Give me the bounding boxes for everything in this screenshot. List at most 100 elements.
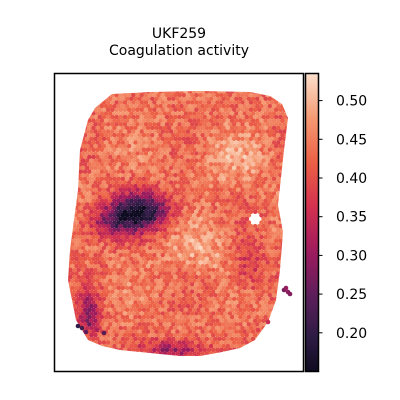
spot xyxy=(173,303,178,309)
spot xyxy=(238,278,243,284)
spot xyxy=(200,154,205,160)
spot xyxy=(124,351,130,356)
spot xyxy=(74,271,79,276)
spot xyxy=(189,165,195,171)
spot xyxy=(273,333,279,338)
spot xyxy=(185,173,191,178)
spot xyxy=(208,154,214,160)
spot xyxy=(240,238,245,244)
spot xyxy=(182,86,187,91)
spot xyxy=(246,263,252,269)
spot xyxy=(196,300,201,305)
spot xyxy=(240,274,245,280)
spot xyxy=(97,223,103,229)
spot xyxy=(225,314,231,320)
spot xyxy=(273,347,279,353)
spot xyxy=(246,322,252,327)
spot xyxy=(141,293,147,298)
spot xyxy=(284,205,288,211)
spot xyxy=(192,314,197,320)
spot xyxy=(200,111,205,116)
spot xyxy=(213,125,218,131)
spot xyxy=(166,336,172,342)
spot xyxy=(82,154,88,160)
spot xyxy=(173,100,178,105)
spot xyxy=(286,100,288,105)
spot xyxy=(213,205,218,211)
spot xyxy=(259,285,264,291)
spot xyxy=(240,354,245,356)
spot xyxy=(133,351,138,356)
spot xyxy=(215,296,220,302)
spot xyxy=(164,202,170,207)
spot xyxy=(217,205,222,211)
spot xyxy=(215,289,220,295)
spot xyxy=(160,158,166,163)
spot xyxy=(147,231,153,236)
spot xyxy=(105,274,111,280)
spot xyxy=(97,318,103,324)
spot xyxy=(198,216,203,222)
spot xyxy=(122,151,128,156)
spot xyxy=(204,176,210,182)
spot xyxy=(72,289,77,295)
spot xyxy=(162,191,168,196)
spot xyxy=(103,220,109,225)
spot xyxy=(186,86,191,91)
spot xyxy=(177,238,182,244)
spot xyxy=(194,86,199,91)
spot xyxy=(120,234,126,240)
spot xyxy=(147,122,153,127)
spot xyxy=(85,86,90,91)
spot xyxy=(286,216,288,222)
spot xyxy=(95,154,100,160)
spot xyxy=(231,136,237,142)
spot xyxy=(250,133,256,138)
spot xyxy=(183,125,189,131)
spot xyxy=(208,162,214,167)
spot xyxy=(82,111,88,116)
spot xyxy=(202,333,208,338)
spot xyxy=(286,173,288,178)
spot xyxy=(173,333,178,338)
spot xyxy=(126,100,132,105)
spot xyxy=(154,220,159,225)
spot xyxy=(93,303,98,309)
spot xyxy=(171,249,176,254)
spot xyxy=(114,129,119,134)
spot xyxy=(189,143,195,149)
spot xyxy=(141,227,147,233)
spot xyxy=(93,165,98,171)
spot xyxy=(265,296,271,302)
spot xyxy=(269,296,275,302)
spot xyxy=(150,220,155,225)
spot xyxy=(202,340,208,345)
spot xyxy=(97,238,103,244)
spot xyxy=(150,242,155,247)
spot xyxy=(68,343,71,349)
spot xyxy=(156,209,161,214)
spot xyxy=(112,285,117,291)
spot xyxy=(225,147,231,153)
spot xyxy=(93,158,98,163)
spot xyxy=(126,107,132,113)
spot xyxy=(70,343,75,349)
spot xyxy=(116,162,121,167)
spot xyxy=(74,140,79,145)
spot xyxy=(181,238,187,244)
spot xyxy=(204,263,210,269)
spot xyxy=(129,336,134,342)
spot xyxy=(129,162,134,167)
spot xyxy=(250,140,256,145)
spot xyxy=(168,114,174,120)
spot xyxy=(141,147,147,153)
spot xyxy=(122,223,128,229)
spot xyxy=(196,147,201,153)
spot xyxy=(87,154,92,160)
spot xyxy=(129,220,134,225)
spot xyxy=(231,107,237,113)
spot xyxy=(68,173,69,178)
spot xyxy=(231,216,237,222)
spot xyxy=(244,303,250,309)
spot xyxy=(105,107,111,113)
